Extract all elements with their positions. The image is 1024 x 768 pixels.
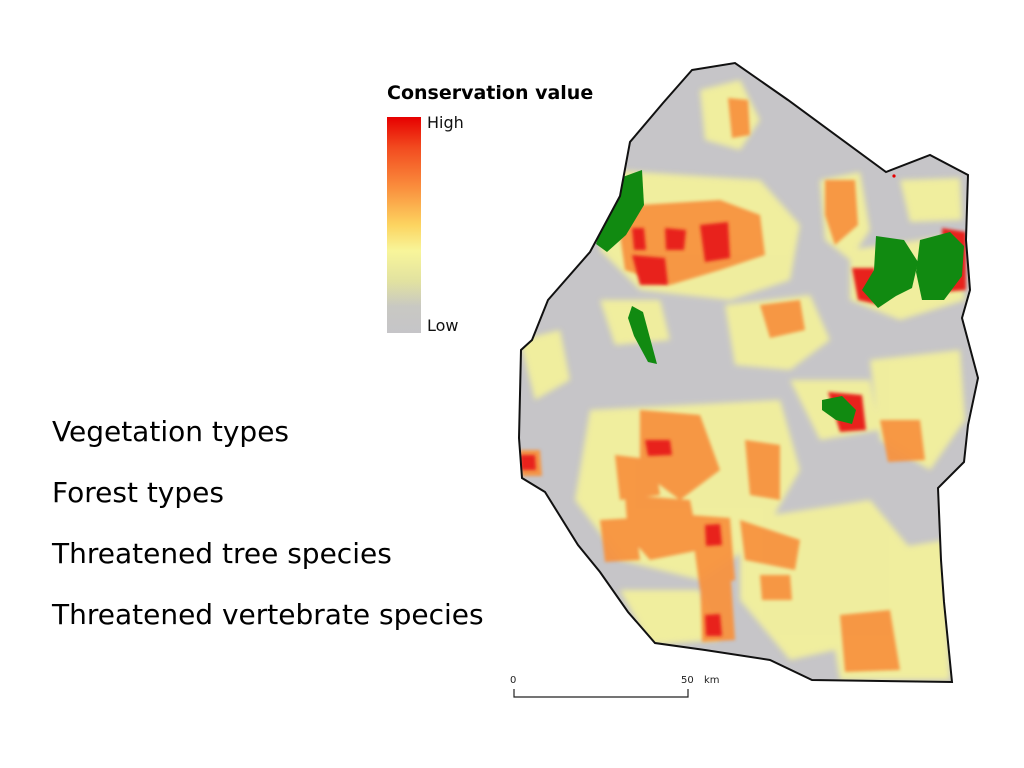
layer-item-vegetation-types: Vegetation types — [52, 415, 290, 448]
layer-item-threatened-tree-species: Threatened tree species — [52, 537, 392, 570]
point-marker — [892, 174, 896, 178]
country-boundary — [517, 61, 980, 684]
map-legend: Conservation value High Low — [387, 82, 627, 342]
protected-area-north-west — [596, 170, 644, 252]
protected-areas — [596, 170, 964, 424]
scalebar-unit: km — [704, 675, 720, 686]
protected-area-central-east — [822, 396, 856, 424]
legend-low-label: Low — [427, 316, 459, 335]
scalebar: 0 50 km — [510, 675, 720, 698]
legend-color-ramp — [387, 117, 421, 333]
legend-high-label: High — [427, 113, 464, 132]
protected-area-west-central — [628, 306, 657, 364]
protected-area-east-2 — [916, 232, 964, 300]
layer-item-forest-types: Forest types — [52, 476, 224, 509]
legend-title: Conservation value — [387, 82, 594, 104]
layer-item-threatened-vertebrate-species: Threatened vertebrate species — [52, 598, 484, 631]
protected-area-east-1 — [862, 236, 918, 308]
moderate-high-zones — [520, 98, 925, 672]
scalebar-end: 50 — [681, 675, 694, 686]
scalebar-start: 0 — [510, 675, 516, 686]
